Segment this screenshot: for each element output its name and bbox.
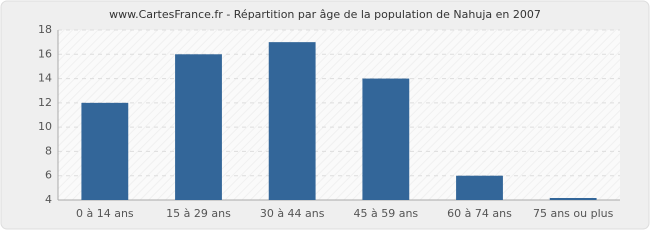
bar [81,102,129,200]
bar [456,175,503,200]
bar [549,198,597,200]
y-tick-label: 12 [38,96,52,109]
y-tick-label: 8 [45,144,52,157]
y-tick-label: 18 [38,23,52,36]
bar [362,78,410,200]
y-tick-label: 6 [45,169,52,182]
plot-area [58,30,620,200]
x-tick-label: 60 à 74 ans [447,207,512,220]
chart-title: www.CartesFrance.fr - Répartition par âg… [109,8,541,21]
x-tick-label: 45 à 59 ans [353,207,418,220]
x-tick-label: 15 à 29 ans [166,207,231,220]
x-tick-label: 30 à 44 ans [260,207,325,220]
bar [175,54,222,201]
y-tick-label: 14 [38,72,52,85]
y-tick-label: 4 [45,193,52,206]
bar [268,42,316,201]
y-tick-label: 16 [38,47,52,60]
chart: www.CartesFrance.fr - Répartition par âg… [0,0,650,230]
y-tick-label: 10 [38,120,52,133]
x-tick-label: 75 ans ou plus [533,207,614,220]
x-tick-label: 0 à 14 ans [76,207,134,220]
